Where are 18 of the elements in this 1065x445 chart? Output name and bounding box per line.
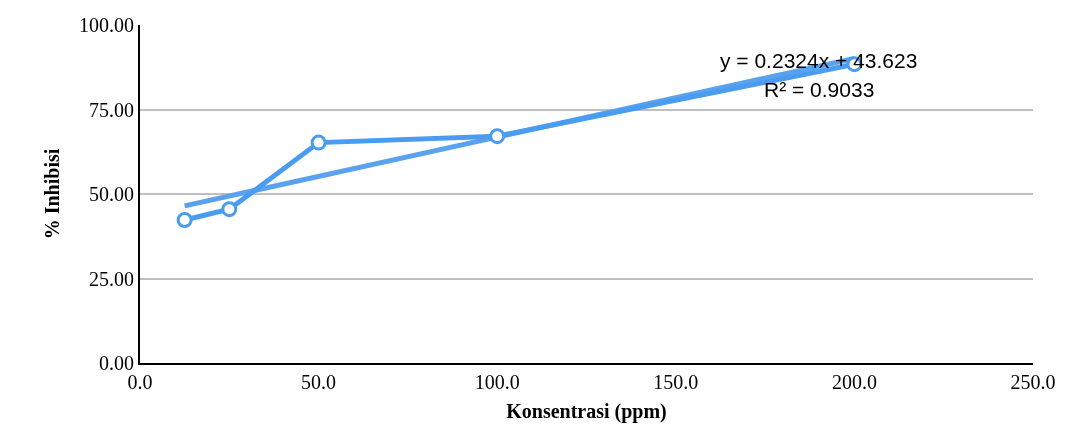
y-tick-label: 75.00 <box>89 98 134 121</box>
x-tick-label: 0.0 <box>127 371 153 393</box>
point <box>310 134 327 151</box>
x-tick-label: 250.0 <box>1010 371 1056 393</box>
y-tick-label: 25.00 <box>89 267 134 290</box>
point <box>221 201 238 218</box>
x-axis-title: Konsentrasi (ppm) <box>506 400 667 423</box>
x-tick-label: 150.0 <box>653 371 699 393</box>
annotation: R² = 0.9033 <box>764 78 875 101</box>
y-tick-label: 50.00 <box>89 183 134 205</box>
point <box>176 212 193 229</box>
y-tick-label: 100.00 <box>79 14 134 36</box>
x-tick-label: 100.0 <box>474 371 520 393</box>
y-tick-label: 0.00 <box>99 352 134 374</box>
x-tick-label: 200.0 <box>831 371 877 393</box>
x-tick-label: 50.0 <box>301 371 337 393</box>
y-axis-title: % Inhibisi <box>41 148 63 240</box>
point <box>489 128 506 145</box>
